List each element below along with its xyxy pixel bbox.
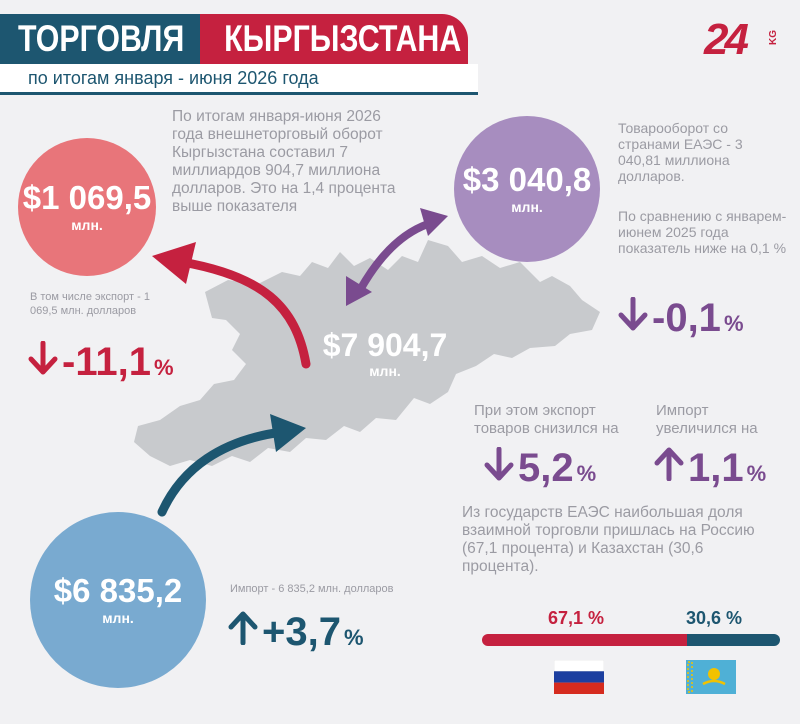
eaeu-share-note: Из государств ЕАЭС наибольшая доля взаим… xyxy=(462,504,755,575)
total-value: $7 904,7 xyxy=(322,327,448,363)
intro-text: По итогам января-июня 2026 года внешнето… xyxy=(172,108,396,215)
import-arrow xyxy=(157,427,287,517)
eaeu-note1: Товарооборот со странами ЕАЭС - 3 040,81… xyxy=(618,120,743,184)
eaeu-value: $3 040,8 xyxy=(462,161,592,198)
arrow-down-icon xyxy=(28,341,58,375)
import-change: +3,7 % xyxy=(228,610,364,654)
import-change-value: +3,7 xyxy=(262,610,341,654)
russia-share-label: 67,1 % xyxy=(548,608,605,628)
eaeu-unit: млн. xyxy=(511,199,543,215)
export-arrow xyxy=(177,257,311,369)
logo-24: 24 xyxy=(704,15,749,64)
eaeu-import-change-value: 1,1 xyxy=(688,446,744,490)
subtitle: по итогам января - июня 2026 года xyxy=(28,68,319,88)
logo: 24 KG xyxy=(704,15,779,68)
kazakhstan-share-bar xyxy=(687,634,780,646)
eaeu-import-note: Импорт увеличился на xyxy=(656,402,758,437)
import-arrowhead xyxy=(270,414,306,452)
eaeu-export-change: 5,2 % xyxy=(484,446,596,490)
eaeu-import-change-pct: % xyxy=(746,461,767,486)
russia-share-bar xyxy=(482,634,687,646)
export-circle: $1 069,5 млн. xyxy=(18,138,156,276)
eaeu-note2: По сравнению с январем-июнем 2025 года п… xyxy=(618,208,787,256)
import-circle: $6 835,2 млн. xyxy=(30,512,206,688)
title-part1: ТОРГОВЛЯ xyxy=(18,18,185,59)
export-value: $1 069,5 xyxy=(22,179,152,216)
title-part2: КЫРГЫЗСТАНА xyxy=(224,18,462,59)
kazakhstan-share-label: 30,6 % xyxy=(686,608,743,628)
arrow-down-icon xyxy=(618,297,648,331)
total-unit: млн. xyxy=(369,363,401,379)
eaeu-export-change-pct: % xyxy=(576,461,597,486)
eaeu-change-value: -0,1 xyxy=(652,296,721,340)
export-note: В том числе экспорт - 1 069,5 млн. долла… xyxy=(30,291,150,317)
eaeu-arrowhead-bottom xyxy=(346,276,372,306)
arrow-down-icon xyxy=(484,447,514,481)
eaeu-arrowhead-top xyxy=(420,208,448,236)
eaeu-import-change: 1,1 % xyxy=(654,446,766,490)
subtitle-bar xyxy=(0,64,478,95)
russia-flag-icon xyxy=(554,660,604,694)
export-arrowhead xyxy=(152,242,196,284)
kazakhstan-flag-icon xyxy=(686,660,736,694)
export-unit: млн. xyxy=(71,217,103,233)
kyrgyzstan-map xyxy=(134,240,600,466)
export-change-pct: % xyxy=(153,355,174,380)
eaeu-export-note: При этом экспорт товаров снизился на xyxy=(474,402,619,437)
eaeu-export-change-value: 5,2 xyxy=(518,446,574,490)
eaeu-circle: $3 040,8 млн. xyxy=(454,116,600,262)
arrow-up-icon xyxy=(654,447,684,481)
total-turnover: $7 904,7 млн. xyxy=(300,328,470,380)
arrow-up-icon xyxy=(228,611,258,645)
import-value: $6 835,2 xyxy=(53,572,183,609)
export-change: -11,1 % xyxy=(28,340,174,384)
title-band-right: КЫРГЫЗСТАНА xyxy=(200,14,468,64)
import-change-pct: % xyxy=(343,625,364,650)
eaeu-change-pct: % xyxy=(723,311,744,336)
import-note: Импорт - 6 835,2 млн. долларов xyxy=(230,583,394,595)
export-change-value: -11,1 xyxy=(62,340,151,384)
eaeu-arrow xyxy=(356,220,432,294)
title-band-left: ТОРГОВЛЯ xyxy=(0,14,200,64)
import-unit: млн. xyxy=(102,610,134,626)
eaeu-change: -0,1 % xyxy=(618,296,744,340)
